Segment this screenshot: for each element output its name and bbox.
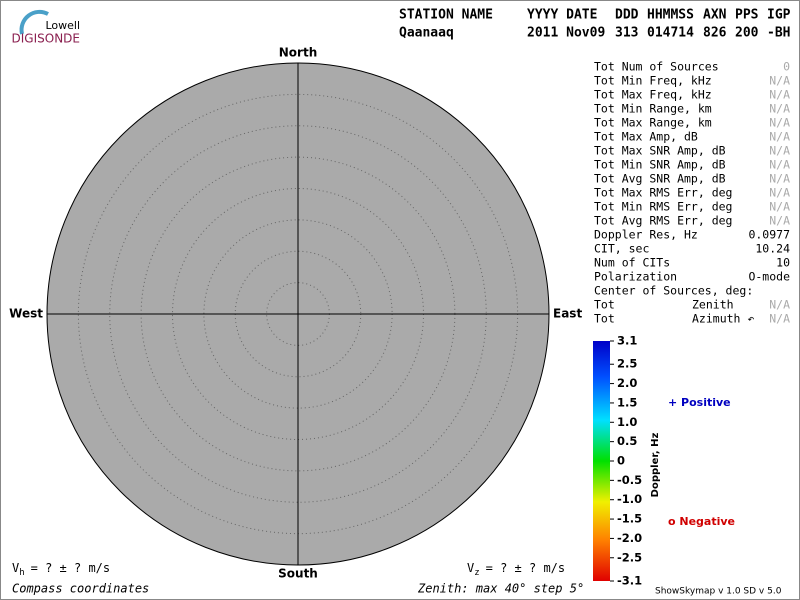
legend-negative: o Negative <box>668 515 735 528</box>
stat-value: N/A <box>769 102 790 116</box>
vz: Vz = ? ± ? m/s <box>467 561 565 578</box>
logo-bottom: DIGISONDE <box>12 32 80 46</box>
colorbar-tick-label: 0.5 <box>617 434 637 448</box>
header-value: 313 <box>615 26 638 41</box>
stat-value: N/A <box>769 144 790 158</box>
stat-label: Center of Sources, deg: <box>594 284 753 298</box>
stat-label: Tot Min SNR Amp, dB <box>594 158 726 172</box>
stat-label: Tot Min RMS Err, deg <box>594 200 732 214</box>
stat-value: N/A <box>769 200 790 214</box>
stat-value: N/A <box>769 186 790 200</box>
east-label: East <box>553 307 582 321</box>
header-value: 2011 Nov09 <box>527 26 605 41</box>
stat-label: Tot <box>594 312 615 326</box>
logo-top: Lowell <box>45 19 80 32</box>
colorbar-tick-label: 1.0 <box>617 415 637 429</box>
stat-label: Tot Min Range, km <box>594 102 712 116</box>
colorbar-tick-label: -1.0 <box>617 492 642 506</box>
version: ShowSkymap v 1.0 SD v 5.0 <box>655 587 782 597</box>
stat-value: N/A <box>769 130 790 144</box>
header-value: 200 <box>735 26 759 41</box>
logo-swoosh <box>19 9 49 35</box>
stat-label: Tot Max RMS Err, deg <box>594 186 732 200</box>
colorbar-tick-label: 2.5 <box>617 357 637 371</box>
stat-value: N/A <box>769 74 790 88</box>
stat-value: N/A <box>769 312 790 326</box>
colorbar-tick-label: 2.0 <box>617 376 637 390</box>
colorbar-tick-label: 1.5 <box>617 395 637 409</box>
colorbar-tick-label: -2.5 <box>617 550 642 564</box>
north-label: North <box>279 46 317 60</box>
stat-value: 10.24 <box>755 242 790 256</box>
header-column: DDD <box>615 8 639 23</box>
stat-label: Tot Avg SNR Amp, dB <box>594 172 726 186</box>
south-label: South <box>278 567 318 581</box>
colorbar <box>593 341 610 581</box>
colorbar-tick-label: 3.1 <box>617 334 637 348</box>
west-label: West <box>9 307 43 321</box>
stat-value: N/A <box>769 88 790 102</box>
stat-sublabel: Azimuth ↶ <box>692 312 754 326</box>
colorbar-tick-label: -3.1 <box>617 574 642 588</box>
header-column: YYYY DATE <box>527 8 597 23</box>
header-column: HHMMSS <box>647 8 694 23</box>
colorbar-tick-label: 0 <box>617 454 625 468</box>
stat-value: 10 <box>776 256 790 270</box>
header-value: -BH <box>767 26 790 41</box>
stat-label: Polarization <box>594 270 677 284</box>
stat-label: Tot Max Freq, kHz <box>594 88 712 102</box>
stat-label: Tot Min Freq, kHz <box>594 74 712 88</box>
stat-label: Tot Max SNR Amp, dB <box>594 144 726 158</box>
colorbar-title: Doppler, Hz <box>650 433 661 498</box>
stat-label: CIT, sec <box>594 242 649 256</box>
header-value: Qaanaaq <box>399 26 454 41</box>
stat-value: N/A <box>769 298 790 312</box>
header-column: PPS <box>735 8 759 23</box>
colorbar-tick-label: -0.5 <box>617 473 642 487</box>
stat-value: 0.0977 <box>748 228 790 242</box>
stat-value: O-mode <box>748 270 790 284</box>
stat-label: Tot <box>594 298 615 312</box>
stat-label: Tot Max Range, km <box>594 116 712 130</box>
header-value: 014714 <box>647 26 694 41</box>
stat-value: N/A <box>769 116 790 130</box>
stat-value: 0 <box>783 60 790 74</box>
stat-sublabel: Zenith <box>692 298 734 312</box>
stat-value: N/A <box>769 172 790 186</box>
stat-label: Tot Max Amp, dB <box>594 130 698 144</box>
header-column: STATION NAME <box>399 8 493 23</box>
vh: Vh = ? ± ? m/s <box>12 561 110 578</box>
stat-label: Tot Num of Sources <box>594 60 719 74</box>
coordinates: Compass coordinates <box>12 582 149 596</box>
stat-label: Doppler Res, Hz <box>594 228 698 242</box>
colorbar-tick-label: -2.0 <box>617 531 642 545</box>
stat-label: Tot Avg RMS Err, deg <box>594 214 732 228</box>
stat-value: N/A <box>769 158 790 172</box>
zenith-info: Zenith: max 40° step 5° <box>417 582 584 596</box>
stat-value: N/A <box>769 214 790 228</box>
header-column: IGP <box>767 8 791 23</box>
colorbar-tick-label: -1.5 <box>617 512 642 526</box>
stat-label: Num of CITs <box>594 256 670 270</box>
legend-positive: + Positive <box>668 396 731 409</box>
header-value: 826 <box>703 26 727 41</box>
header-column: AXN <box>703 8 727 23</box>
